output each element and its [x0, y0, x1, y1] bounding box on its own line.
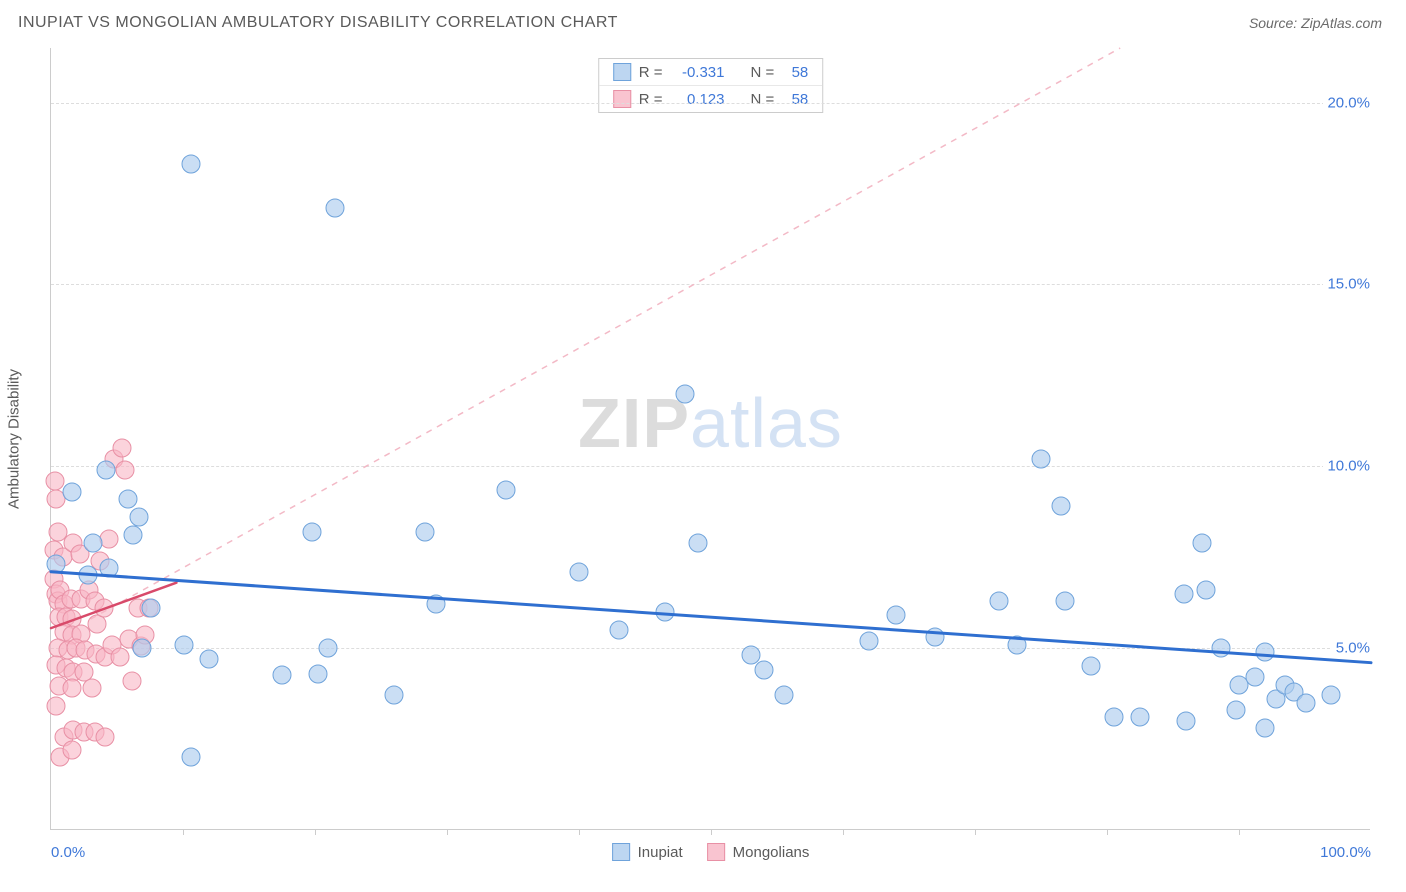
- legend-item: Inupiat: [612, 843, 683, 861]
- swatch-icon: [612, 843, 630, 861]
- x-tick-label: 100.0%: [1320, 844, 1371, 861]
- legend-label: Inupiat: [638, 844, 683, 861]
- x-tick-label: 0.0%: [51, 844, 85, 861]
- plot-container: Ambulatory Disability ZIPatlas R =-0.331…: [44, 48, 1384, 830]
- chart-title: INUPIAT VS MONGOLIAN AMBULATORY DISABILI…: [18, 14, 618, 32]
- source-label: Source: ZipAtlas.com: [1249, 15, 1382, 31]
- plot-area: ZIPatlas R =-0.331N =58R =0.123N =58 Inu…: [50, 48, 1370, 830]
- swatch-icon: [707, 843, 725, 861]
- legend-item: Mongolians: [707, 843, 810, 861]
- legend-label: Mongolians: [733, 844, 810, 861]
- legend: Inupiat Mongolians: [612, 843, 810, 861]
- trend-inupiat: [51, 48, 1371, 830]
- y-axis-label: Ambulatory Disability: [6, 369, 23, 509]
